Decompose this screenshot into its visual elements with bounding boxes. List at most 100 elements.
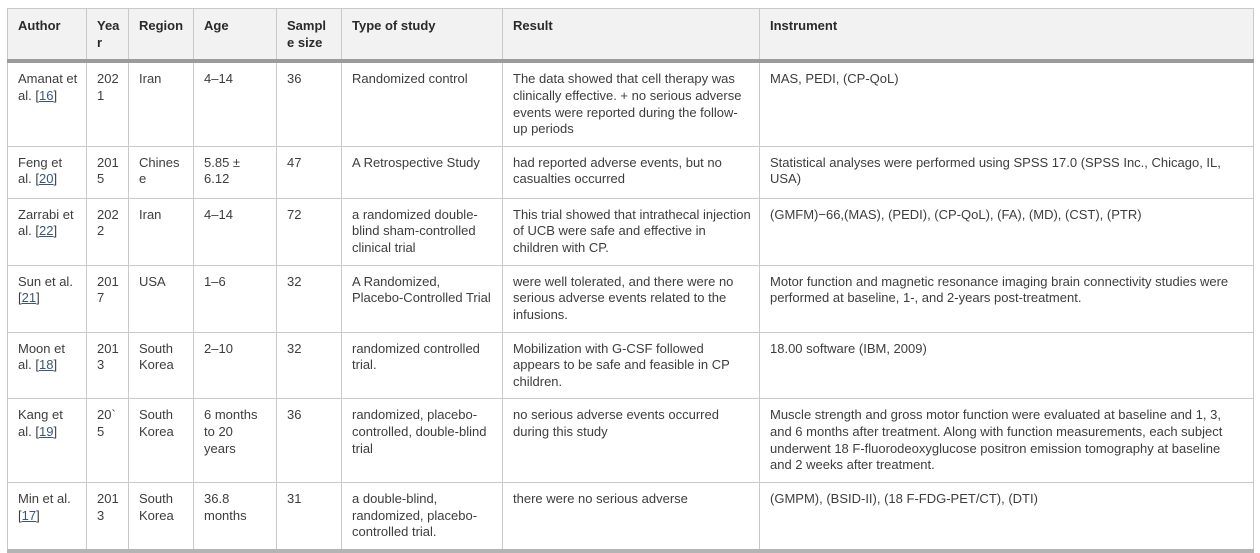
column-header-instrument: Instrument (759, 8, 1254, 64)
citation: [17] (18, 508, 40, 523)
instrument-cell: 18.00 software (IBM, 2009) (759, 331, 1254, 400)
age-cell: 5.85 ± 6.12 (193, 145, 277, 199)
table-row: Zarrabi et al. [22] 2022 Iran 4–14 72 a … (7, 197, 1254, 266)
header-row: Author Year Region Age Sample size Type … (7, 8, 1254, 64)
citation-close-bracket: ] (53, 223, 58, 239)
age-cell: 2–10 (193, 331, 277, 400)
sample-size-cell: 36 (276, 60, 342, 147)
year-cell: 2021 (86, 60, 129, 147)
author-name: Moon et al. (18, 340, 65, 373)
sample-size-cell: 36 (276, 398, 342, 483)
instrument-cell: Statistical analyses were performed usin… (759, 145, 1254, 199)
citation-link[interactable]: 17 (21, 507, 37, 523)
citation-link[interactable]: 22 (38, 223, 54, 239)
column-header-year: Year (86, 8, 129, 64)
year-cell: 2022 (86, 197, 129, 266)
citation: [18] (35, 357, 57, 372)
citation-open-bracket: [ (35, 357, 39, 373)
citation-close-bracket: ] (53, 171, 58, 187)
citation: [16] (35, 88, 57, 103)
citation-open-bracket: [ (35, 171, 39, 187)
citation-close-bracket: ] (53, 87, 58, 103)
column-header-age: Age (193, 8, 277, 64)
sample-size-cell: 32 (276, 264, 342, 333)
column-header-author: Author (7, 8, 87, 64)
citation: [21] (18, 290, 40, 305)
author-name: Feng et al. (18, 154, 63, 187)
citation-close-bracket: ] (36, 290, 40, 306)
result-cell: had reported adverse events, but no casu… (502, 145, 760, 199)
citation-open-bracket: [ (35, 87, 39, 103)
table-row: Moon et al. [18] 2013 South Korea 2–10 3… (7, 331, 1254, 400)
author-name: Sun et al. (18, 273, 73, 289)
age-cell: 6 months to 20 years (193, 398, 277, 483)
author-cell: Moon et al. [18] (7, 331, 87, 400)
instrument-cell: Muscle strength and gross motor function… (759, 398, 1254, 483)
column-header-sample-size: Sample size (276, 8, 342, 64)
sample-size-cell: 32 (276, 331, 342, 400)
instrument-cell: (GMPM), (BSID-II), (18 F-FDG-PET/CT), (D… (759, 481, 1254, 552)
author-cell: Kang et al. [19] (7, 398, 87, 483)
instrument-cell: Motor function and magnetic resonance im… (759, 264, 1254, 333)
type-of-study-cell: randomized, placebo-controlled, double-b… (341, 398, 503, 483)
type-of-study-cell: A Retrospective Study (341, 145, 503, 199)
column-header-region: Region (128, 8, 194, 64)
author-cell: Sun et al. [21] (7, 264, 87, 333)
citation: [20] (35, 171, 57, 186)
citation: [19] (35, 424, 57, 439)
year-cell: 20`5 (86, 398, 129, 483)
author-cell: Zarrabi et al. [22] (7, 197, 87, 266)
sample-size-cell: 47 (276, 145, 342, 199)
type-of-study-cell: a randomized double-blind sham-controlle… (341, 197, 503, 266)
age-cell: 36.8 months (193, 481, 277, 552)
type-of-study-cell: a double-blind, randomized, placebo-cont… (341, 481, 503, 552)
citation-close-bracket: ] (53, 357, 58, 373)
age-cell: 1–6 (193, 264, 277, 333)
region-cell: USA (128, 264, 194, 333)
result-cell: The data showed that cell therapy was cl… (502, 60, 760, 147)
instrument-cell: MAS, PEDI, (CP-QoL) (759, 60, 1254, 147)
sample-size-cell: 31 (276, 481, 342, 552)
result-cell: no serious adverse events occurred durin… (502, 398, 760, 483)
region-cell: South Korea (128, 331, 194, 400)
citation-close-bracket: ] (53, 424, 58, 439)
table-header: Author Year Region Age Sample size Type … (7, 8, 1254, 64)
author-cell: Amanat et al. [16] (7, 60, 87, 147)
citation-link[interactable]: 16 (38, 87, 54, 103)
table-body: Amanat et al. [16] 2021 Iran 4–14 36 Ran… (7, 60, 1254, 552)
sample-size-cell: 72 (276, 197, 342, 266)
citation-link[interactable]: 19 (38, 424, 54, 439)
year-cell: 2017 (86, 264, 129, 333)
instrument-cell: (GMFM)−66,(MAS), (PEDI), (CP-QoL), (FA),… (759, 197, 1254, 266)
citation-open-bracket: [ (18, 290, 22, 306)
studies-table: Author Year Region Age Sample size Type … (7, 8, 1254, 553)
region-cell: Chinese (128, 145, 194, 199)
result-cell: were well tolerated, and there were no s… (502, 264, 760, 333)
page: Author Year Region Age Sample size Type … (7, 8, 1254, 553)
table-row: Sun et al. [21] 2017 USA 1–6 32 A Random… (7, 264, 1254, 333)
year-cell: 2013 (86, 331, 129, 400)
author-cell: Feng et al. [20] (7, 145, 87, 199)
citation-open-bracket: [ (35, 424, 39, 439)
type-of-study-cell: Randomized control (341, 60, 503, 147)
age-cell: 4–14 (193, 197, 277, 266)
table-row: Feng et al. [20] 2015 Chinese 5.85 ± 6.1… (7, 145, 1254, 199)
author-name: Amanat et al. (18, 71, 78, 103)
table-row: Min et al. [17] 2013 South Korea 36.8 mo… (7, 481, 1254, 552)
result-cell: This trial showed that intrathecal injec… (502, 197, 760, 266)
table-row: Amanat et al. [16] 2021 Iran 4–14 36 Ran… (7, 60, 1254, 147)
citation-link[interactable]: 20 (38, 171, 54, 187)
citation-open-bracket: [ (35, 223, 39, 239)
type-of-study-cell: A Randomized, Placebo-Controlled Trial (341, 264, 503, 333)
column-header-result: Result (502, 8, 760, 64)
citation-link[interactable]: 18 (38, 357, 54, 373)
citation-close-bracket: ] (36, 507, 40, 523)
column-header-type-of-study: Type of study (341, 8, 503, 64)
age-cell: 4–14 (193, 60, 277, 147)
author-name: Zarrabi et al. (18, 206, 74, 239)
year-cell: 2013 (86, 481, 129, 552)
citation-link[interactable]: 21 (21, 290, 37, 306)
year-cell: 2015 (86, 145, 129, 199)
type-of-study-cell: randomized controlled trial. (341, 331, 503, 400)
